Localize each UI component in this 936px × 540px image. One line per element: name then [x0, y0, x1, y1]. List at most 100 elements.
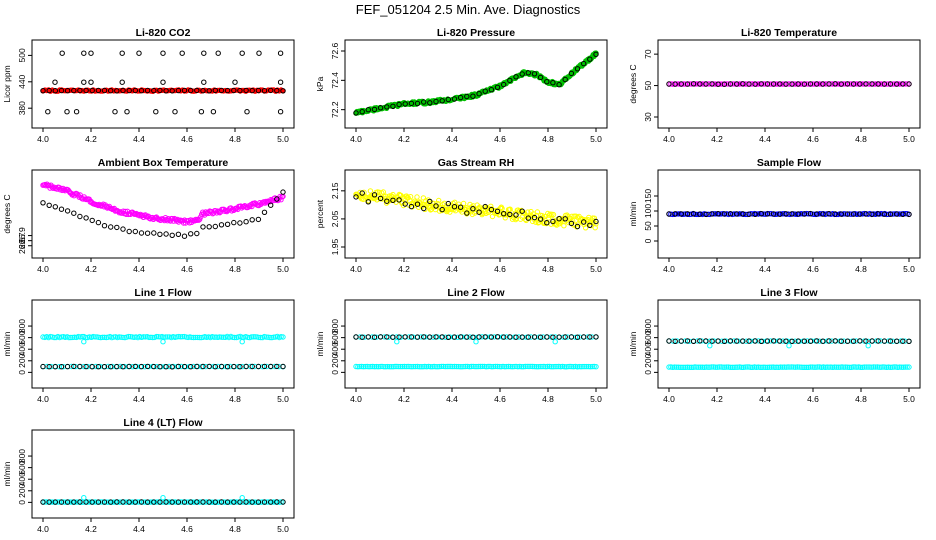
- x-tick-label: 4.4: [133, 394, 145, 404]
- data-point: [373, 363, 380, 370]
- data-point: [470, 334, 476, 340]
- y-tick-label: 0: [330, 370, 340, 375]
- x-tick-label: 5.0: [903, 394, 915, 404]
- data-point: [451, 96, 458, 102]
- series-line1-black: [40, 363, 286, 370]
- data-point: [857, 338, 863, 344]
- data-point: [200, 224, 206, 230]
- data-point: [403, 363, 409, 370]
- data-point: [118, 334, 124, 340]
- data-point: [761, 81, 767, 87]
- data-point: [779, 364, 786, 370]
- data-point: [731, 211, 737, 217]
- data-point: [863, 211, 869, 217]
- data-point: [894, 338, 900, 344]
- data-point: [231, 219, 237, 226]
- data-point: [766, 364, 773, 370]
- data-point: [188, 231, 194, 237]
- data-point: [850, 338, 857, 344]
- data-point: [801, 81, 808, 87]
- data-point: [581, 219, 587, 225]
- data-point: [398, 192, 404, 199]
- series-co2-black-low: [40, 87, 286, 94]
- data-point: [863, 81, 869, 87]
- data-point: [811, 211, 817, 218]
- data-point: [451, 334, 458, 340]
- data-point: [453, 363, 460, 370]
- data-point: [181, 363, 188, 370]
- data-point: [703, 211, 709, 218]
- y-axis-label: degrees C: [2, 194, 12, 233]
- data-point: [89, 499, 95, 505]
- data-point: [530, 363, 536, 370]
- data-point: [568, 70, 575, 77]
- data-point: [140, 334, 147, 340]
- data-point: [779, 211, 786, 217]
- data-point: [210, 109, 217, 115]
- data-point: [846, 364, 853, 370]
- data-point: [531, 363, 538, 370]
- data-point: [534, 209, 541, 215]
- data-point: [377, 195, 384, 202]
- data-point: [869, 211, 875, 217]
- data-point: [274, 499, 280, 505]
- chart-title: Line 3 Flow: [760, 287, 818, 299]
- data-point: [450, 363, 456, 370]
- data-point: [904, 364, 910, 370]
- data-point: [768, 81, 774, 87]
- data-point: [108, 88, 114, 94]
- chart-title: Line 2 Flow: [447, 287, 505, 299]
- data-point: [740, 81, 746, 87]
- data-point: [58, 206, 65, 212]
- y-tick-label: 800: [17, 319, 27, 333]
- data-point: [848, 211, 854, 217]
- data-point: [45, 109, 51, 115]
- data-point: [724, 81, 730, 87]
- data-point: [237, 220, 243, 226]
- data-point: [211, 334, 217, 340]
- data-point: [237, 499, 243, 505]
- data-point: [188, 364, 194, 370]
- data-point: [445, 96, 451, 103]
- y-tick-label: 70: [643, 49, 653, 59]
- data-point: [476, 209, 482, 215]
- x-tick-label: 4.2: [85, 264, 97, 274]
- data-point: [820, 81, 826, 87]
- data-point: [865, 364, 871, 370]
- series-line1-dips: [81, 339, 245, 345]
- data-point: [902, 364, 908, 370]
- data-point: [204, 499, 210, 505]
- data-point: [513, 334, 519, 340]
- data-point: [198, 109, 205, 115]
- data-point: [132, 363, 139, 370]
- data-point: [817, 211, 823, 217]
- data-point: [255, 499, 262, 505]
- data-point: [768, 364, 774, 370]
- data-point: [261, 88, 268, 94]
- data-point: [721, 81, 728, 87]
- data-point: [83, 87, 89, 94]
- x-tick-label: 5.0: [590, 264, 602, 274]
- data-point: [844, 81, 851, 87]
- data-point: [433, 364, 439, 370]
- data-point: [249, 499, 255, 505]
- data-point: [232, 79, 238, 85]
- data-point: [71, 363, 77, 370]
- x-tick-label: 4.0: [37, 394, 49, 404]
- data-point: [446, 363, 452, 370]
- x-tick-label: 4.4: [446, 134, 458, 144]
- data-point: [562, 76, 568, 83]
- x-tick-label: 4.0: [663, 394, 675, 404]
- data-point: [666, 338, 672, 344]
- data-point: [867, 364, 873, 370]
- data-point: [822, 81, 828, 87]
- data-point: [876, 364, 882, 370]
- data-point: [64, 499, 71, 505]
- data-point: [172, 109, 178, 115]
- data-point: [897, 211, 903, 217]
- data-point: [476, 363, 482, 370]
- data-point: [670, 211, 676, 218]
- y-tick-label: 50: [643, 221, 653, 231]
- data-point: [488, 203, 494, 210]
- data-point: [838, 211, 844, 217]
